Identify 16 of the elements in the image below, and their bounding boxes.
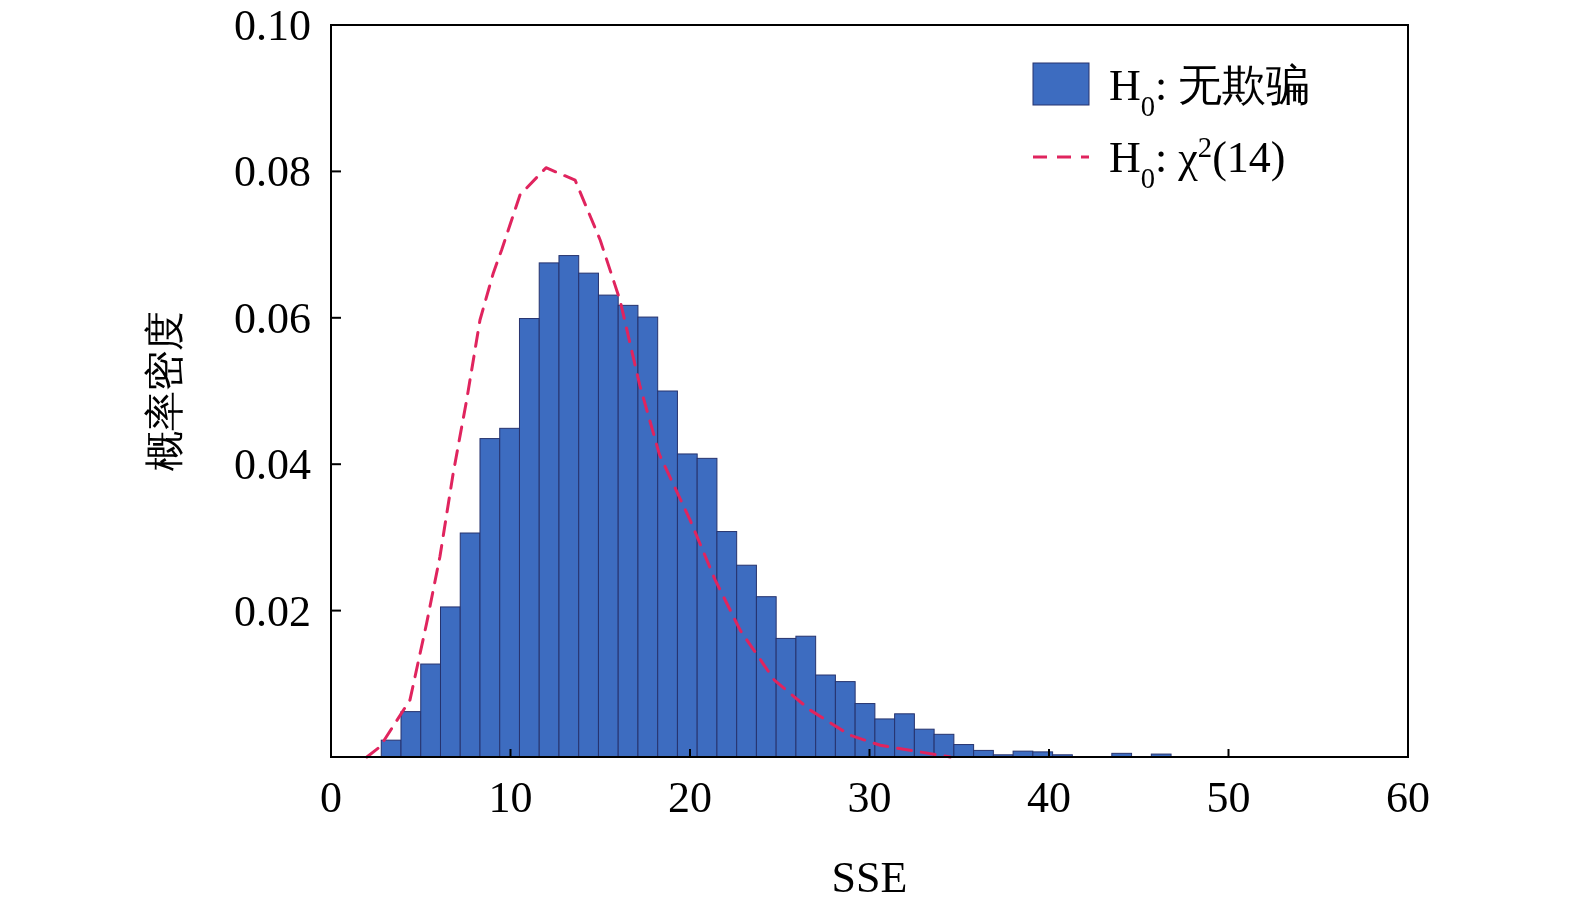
x-tick-label: 30 <box>847 773 892 822</box>
y-axis-title: 概率密度 <box>142 311 187 471</box>
x-tick-label: 0 <box>320 773 342 822</box>
x-tick-label: 20 <box>668 773 712 822</box>
y-tick-label: 0.06 <box>234 293 311 343</box>
x-tick-label: 60 <box>1386 773 1430 822</box>
y-tick-label: 0.02 <box>234 586 311 636</box>
x-axis-title: SSE <box>831 853 908 902</box>
x-tick-label: 50 <box>1206 773 1251 822</box>
legend-label: H$_{0}$: χ$^{2}$(14) <box>1109 131 1286 194</box>
x-tick-label: 10 <box>488 773 533 822</box>
y-tick-label: 0.08 <box>234 147 311 197</box>
y-tick-label: 0.04 <box>234 440 311 490</box>
x-tick-label: 40 <box>1027 773 1071 822</box>
legend-label: H$_{0}$: 无欺骗 <box>1109 61 1311 122</box>
y-tick-label: 0.10 <box>234 1 311 50</box>
